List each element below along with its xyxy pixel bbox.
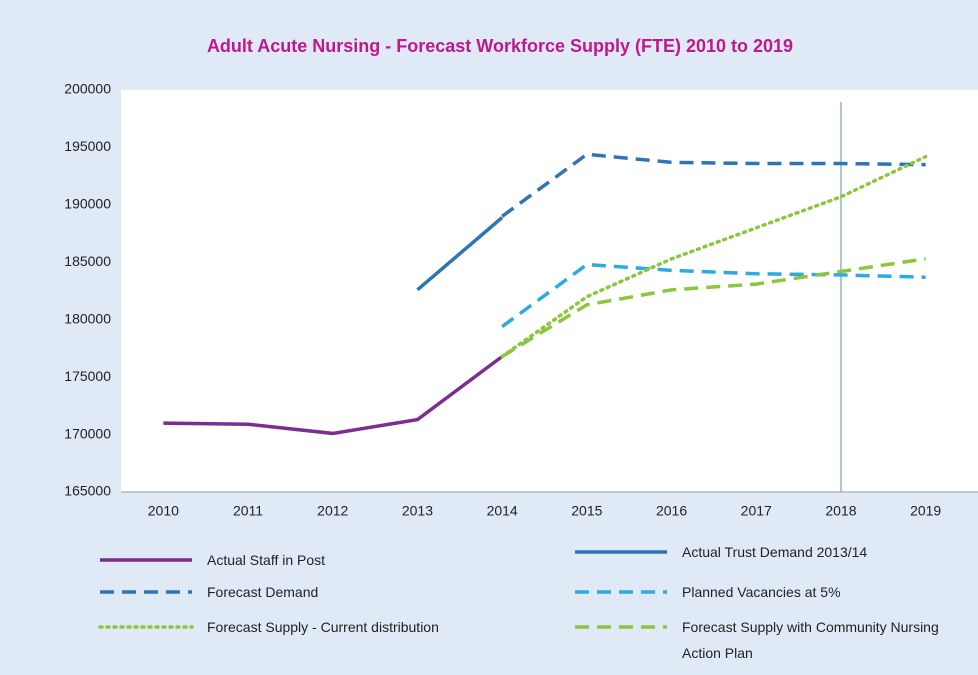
series-line [163,355,504,436]
x-tick-label: 2012 [317,503,348,519]
x-tick-label: 2016 [656,503,687,519]
y-tick-label: 175000 [64,368,111,384]
legend-item: Planned Vacancies at 5% [682,584,841,600]
legend-label: Actual Trust Demand 2013/14 [682,544,868,560]
legend-item: Forecast Demand [207,584,319,600]
x-tick-label: 2019 [910,503,941,519]
chart-title: Adult Acute Nursing - Forecast Workforce… [207,36,793,56]
series-line [416,216,504,292]
x-tick-label: 2011 [233,503,263,519]
series-line [501,152,926,218]
y-tick-label: 200000 [64,81,111,97]
legend-item: Forecast Supply with Community Nursing A… [682,619,939,661]
series-line [500,154,928,359]
x-tick-label: 2018 [825,503,856,519]
legend-label: Forecast Supply with Community Nursing A… [682,619,939,661]
x-tick-label: 2015 [571,503,602,519]
legend-label: Forecast Supply - Current distribution [207,619,439,635]
x-tick-label: 2010 [148,503,179,519]
series-line [501,257,926,358]
legend-label: Actual Staff in Post [207,552,326,568]
y-tick-label: 180000 [64,310,111,326]
x-tick-label: 2017 [741,503,772,519]
x-tick-label: 2014 [487,503,518,519]
y-tick-label: 185000 [64,253,111,269]
legend-item: Forecast Supply - Current distribution [207,619,439,635]
x-tick-label: 2013 [402,503,433,519]
plot-area [121,90,978,492]
legend-label: Planned Vacancies at 5% [682,584,841,600]
y-tick-label: 195000 [64,138,111,154]
series-line [501,262,926,329]
legend-item: Actual Trust Demand 2013/14 [682,544,868,560]
y-tick-label: 190000 [64,196,111,212]
legend-item: Actual Staff in Post [207,552,326,568]
y-tick-label: 170000 [64,425,111,441]
legend-label: Forecast Demand [207,584,319,600]
y-tick-label: 165000 [64,483,111,499]
